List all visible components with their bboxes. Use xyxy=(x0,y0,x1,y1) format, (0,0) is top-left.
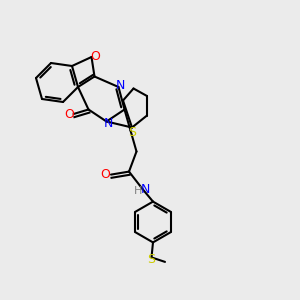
Text: H: H xyxy=(134,185,142,196)
Text: O: O xyxy=(64,108,74,122)
Text: O: O xyxy=(101,168,110,181)
Text: S: S xyxy=(148,253,155,266)
Text: S: S xyxy=(128,125,136,139)
Text: N: N xyxy=(104,117,114,130)
Text: O: O xyxy=(90,50,100,63)
Text: N: N xyxy=(115,79,125,92)
Text: N: N xyxy=(141,183,150,196)
